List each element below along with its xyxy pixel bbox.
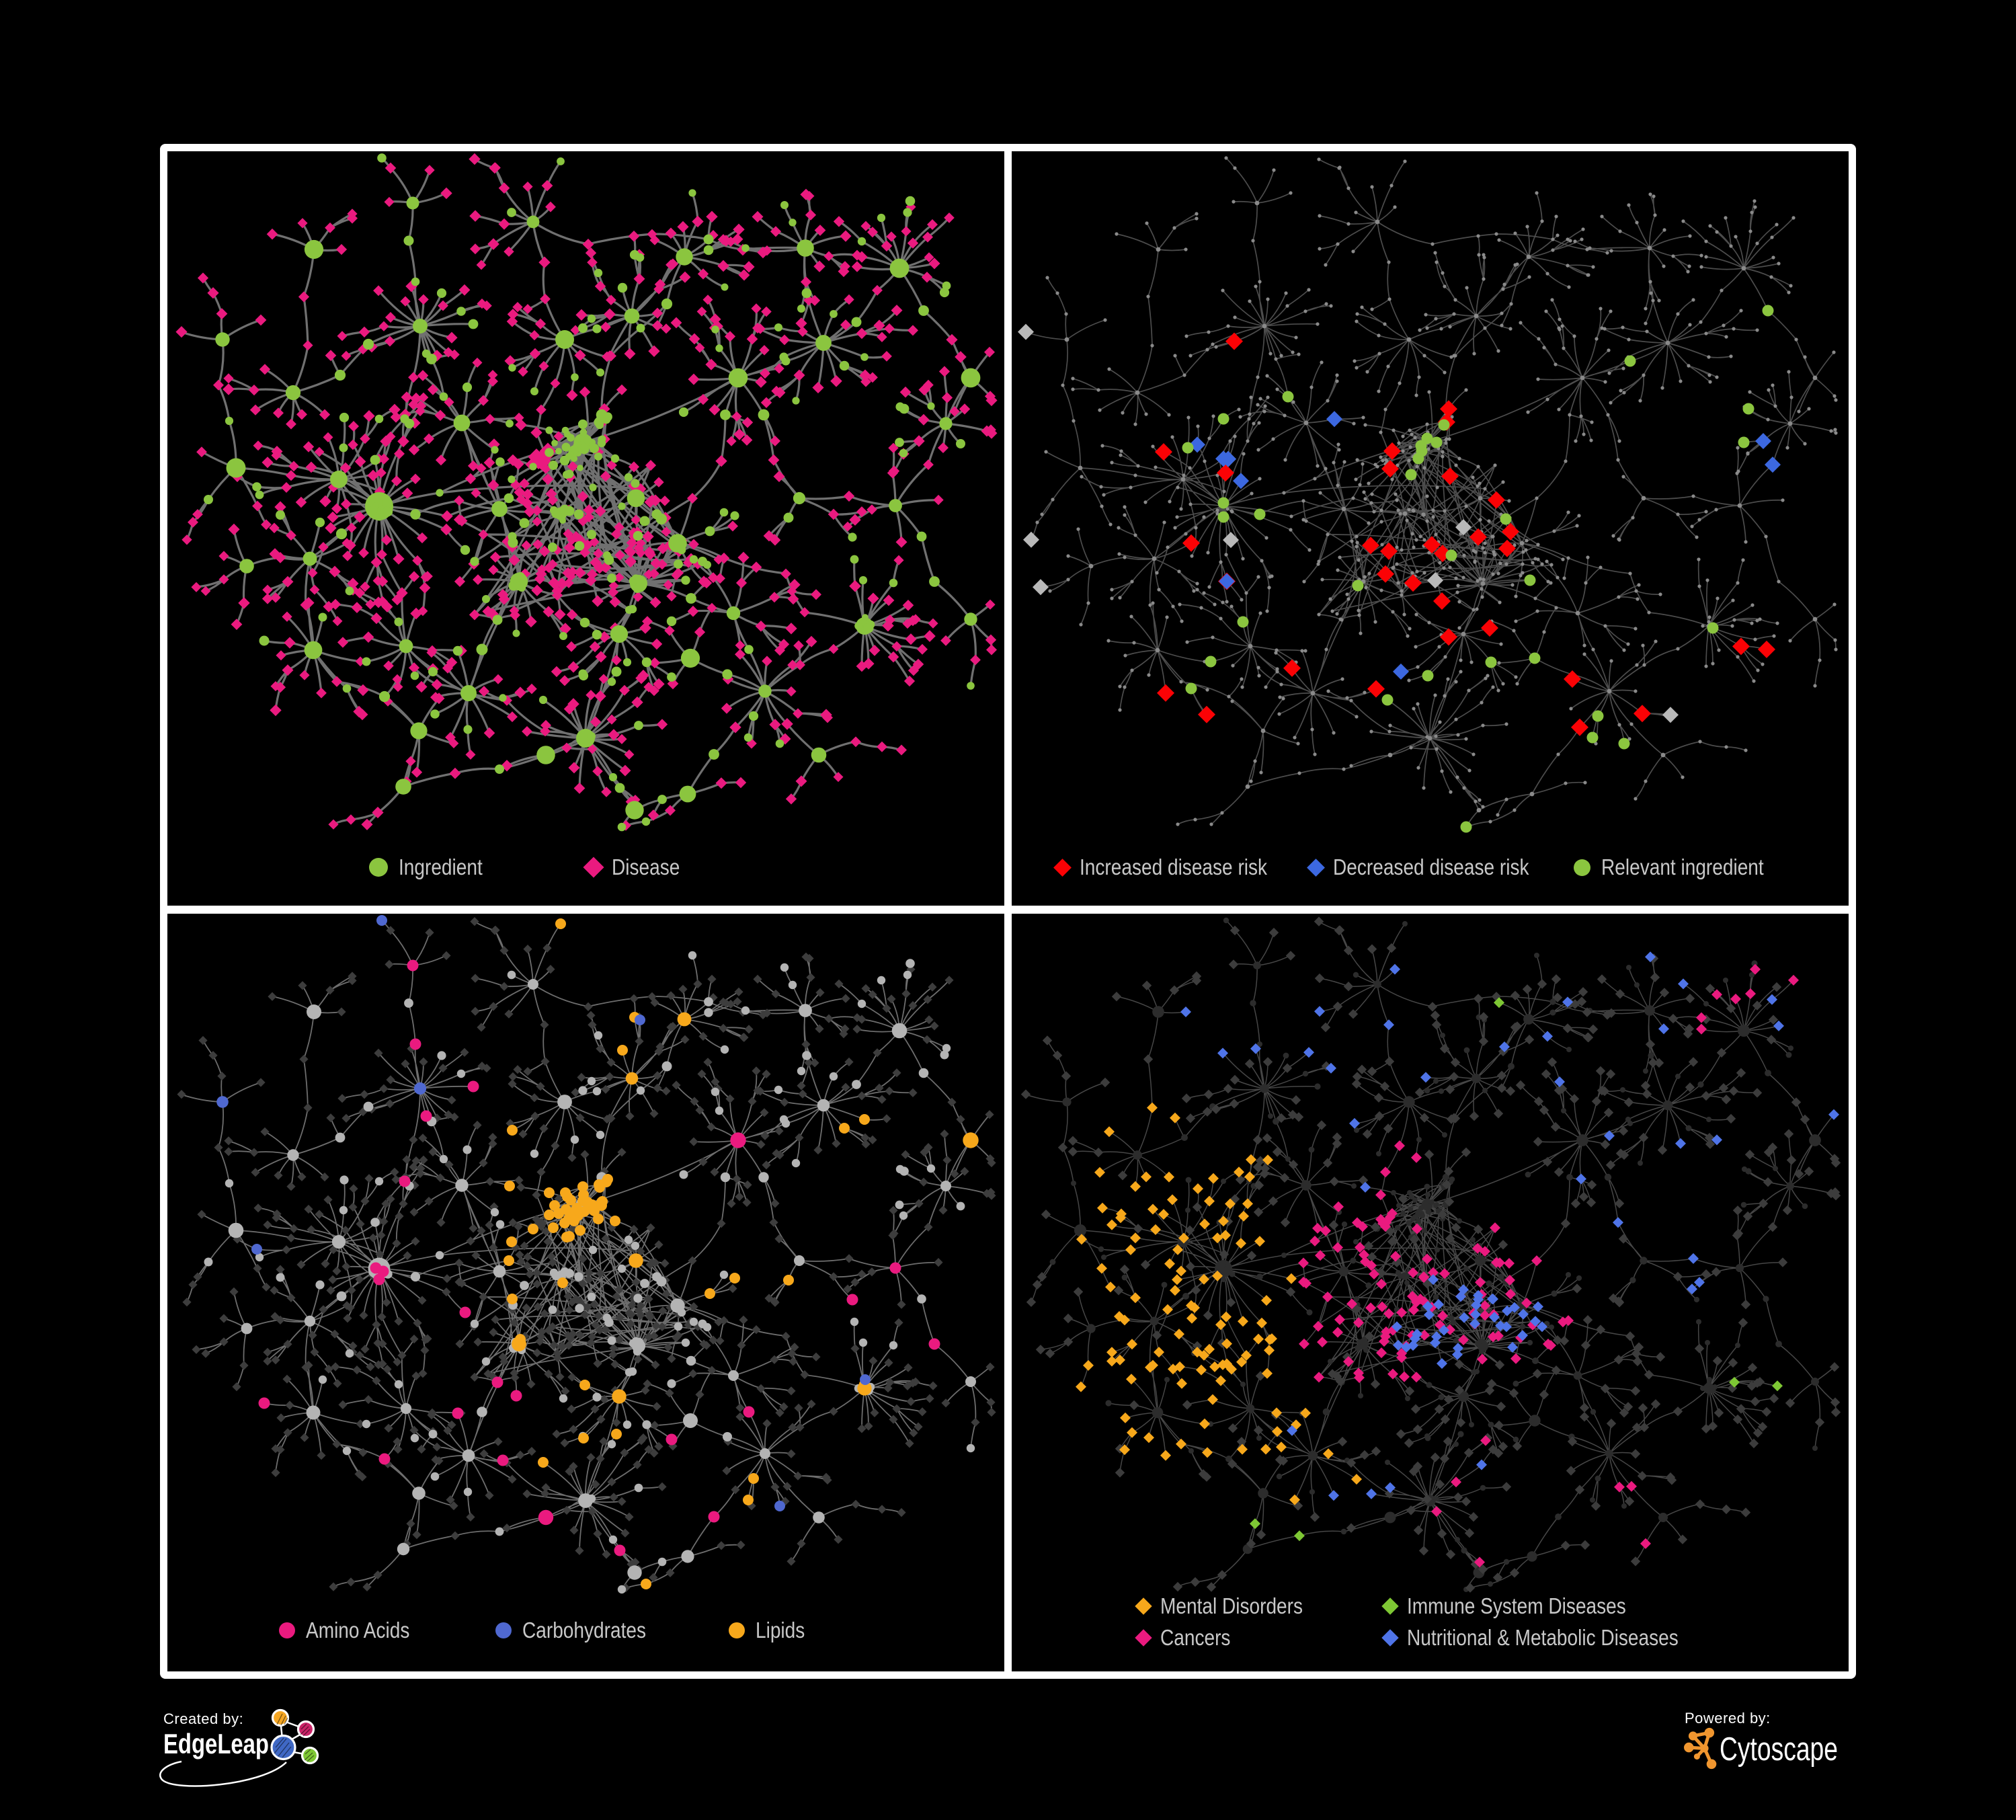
svg-text:EdgeLeap: EdgeLeap: [163, 1728, 269, 1759]
svg-text:Cytoscape: Cytoscape: [1720, 1731, 1838, 1768]
